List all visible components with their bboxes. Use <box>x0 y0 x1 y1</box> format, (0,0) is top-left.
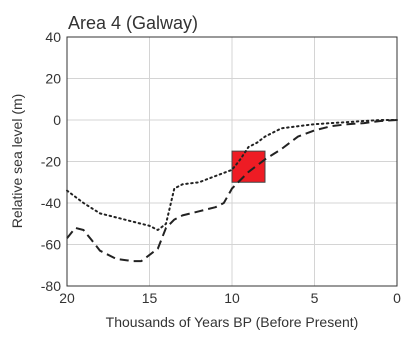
plot-frame <box>66 36 398 287</box>
x-tick-label-1: 15 <box>142 290 158 306</box>
x-tick-label-4: 0 <box>393 290 401 306</box>
y-tick-label-0: 40 <box>45 29 61 45</box>
y-tick-label-6: -80 <box>41 278 61 294</box>
y-tick-label-5: -60 <box>41 237 61 253</box>
y-tick-label-1: 20 <box>45 71 61 87</box>
red-rectangle-0 <box>231 150 266 183</box>
dashed-series-line-1 <box>66 119 398 263</box>
y-tick-label-3: -20 <box>41 154 61 170</box>
x-axis-ticks: 20 15 10 5 0 <box>59 290 401 306</box>
dotted-series-line-0 <box>66 119 398 231</box>
x-axis-title: Thousands of Years BP (Before Present) <box>106 314 359 330</box>
y-tick-label-4: -40 <box>41 195 61 211</box>
series <box>66 119 398 263</box>
y-tick-label-2: 0 <box>53 112 61 128</box>
y-axis-ticks: 40 20 0 -20 -40 -60 -80 <box>41 29 61 294</box>
x-tick-label-0: 20 <box>59 290 75 306</box>
annotations <box>231 150 266 183</box>
chart-title: Area 4 (Galway) <box>68 13 198 33</box>
x-tick-label-3: 5 <box>311 290 319 306</box>
y-axis-title: Relative sea level (m) <box>9 94 25 229</box>
x-tick-label-2: 10 <box>224 290 240 306</box>
